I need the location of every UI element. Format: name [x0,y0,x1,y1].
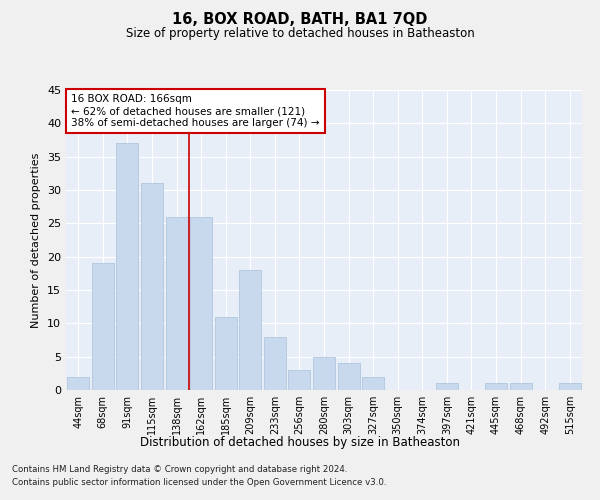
Bar [485,384,507,390]
Text: Size of property relative to detached houses in Batheaston: Size of property relative to detached ho… [125,28,475,40]
Bar [190,216,212,390]
Bar [67,376,89,390]
Bar [362,376,384,390]
Bar [436,384,458,390]
Bar [559,384,581,390]
Bar [509,384,532,390]
Bar [141,184,163,390]
Bar [289,370,310,390]
Text: Contains HM Land Registry data © Crown copyright and database right 2024.: Contains HM Land Registry data © Crown c… [12,466,347,474]
Bar [215,316,237,390]
Bar [239,270,262,390]
Bar [116,144,139,390]
Bar [313,356,335,390]
Bar [166,216,188,390]
Y-axis label: Number of detached properties: Number of detached properties [31,152,41,328]
Bar [264,336,286,390]
Text: Contains public sector information licensed under the Open Government Licence v3: Contains public sector information licen… [12,478,386,487]
Bar [338,364,359,390]
Text: 16, BOX ROAD, BATH, BA1 7QD: 16, BOX ROAD, BATH, BA1 7QD [172,12,428,28]
Bar [92,264,114,390]
Text: 16 BOX ROAD: 166sqm
← 62% of detached houses are smaller (121)
38% of semi-detac: 16 BOX ROAD: 166sqm ← 62% of detached ho… [71,94,320,128]
Text: Distribution of detached houses by size in Batheaston: Distribution of detached houses by size … [140,436,460,449]
